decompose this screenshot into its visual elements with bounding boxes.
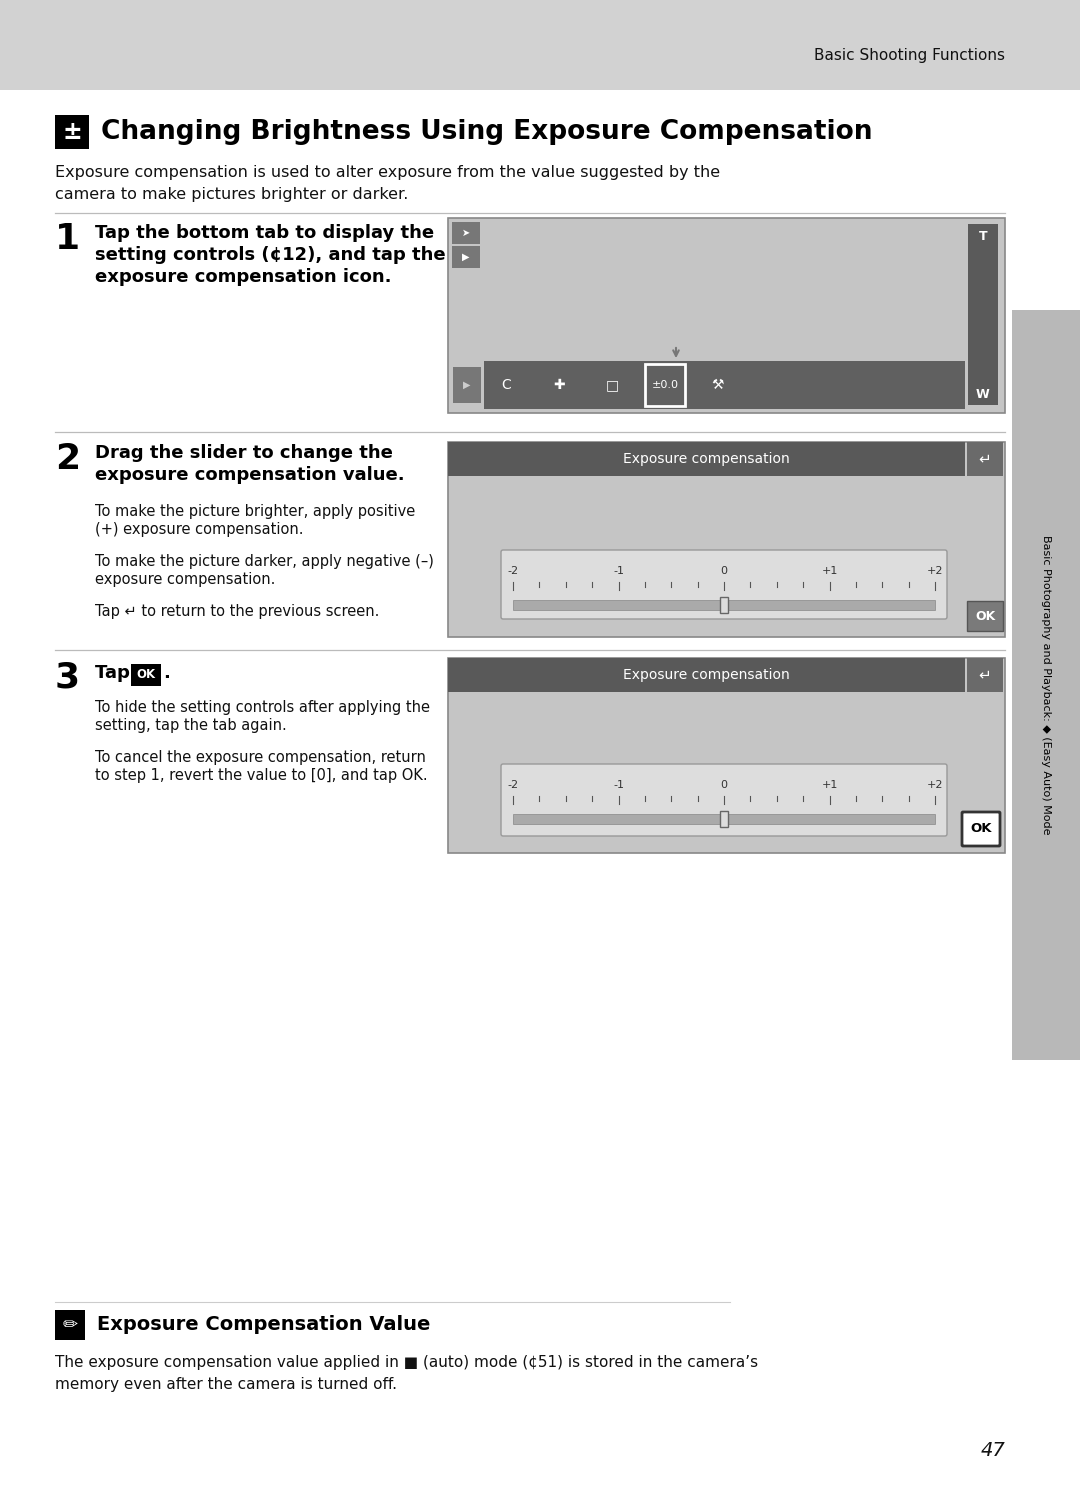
Text: To make the picture brighter, apply positive: To make the picture brighter, apply posi…	[95, 504, 415, 519]
Text: +2: +2	[927, 566, 943, 577]
Text: ➤: ➤	[462, 227, 470, 238]
Text: To hide the setting controls after applying the: To hide the setting controls after apply…	[95, 700, 430, 715]
Text: memory even after the camera is turned off.: memory even after the camera is turned o…	[55, 1378, 397, 1392]
Text: Exposure compensation: Exposure compensation	[623, 452, 789, 467]
Text: □: □	[606, 377, 619, 392]
Text: 0: 0	[720, 780, 728, 791]
Text: exposure compensation value.: exposure compensation value.	[95, 467, 405, 484]
Text: +1: +1	[821, 780, 838, 791]
Text: ±0.0: ±0.0	[651, 380, 678, 389]
Text: ▶: ▶	[462, 253, 470, 262]
Text: -1: -1	[613, 566, 624, 577]
Text: 0: 0	[720, 566, 728, 577]
Bar	[645, 364, 685, 406]
Bar	[968, 224, 998, 406]
Bar	[448, 441, 966, 476]
Bar	[448, 218, 1005, 413]
Bar	[55, 114, 89, 149]
Text: Exposure compensation: Exposure compensation	[623, 669, 789, 682]
FancyBboxPatch shape	[962, 811, 1000, 846]
Text: -2: -2	[508, 566, 518, 577]
Bar	[448, 658, 966, 692]
Text: ±: ±	[63, 120, 82, 144]
Text: OK: OK	[136, 669, 156, 682]
Text: Tap: Tap	[95, 664, 136, 682]
Bar	[1012, 311, 1080, 1060]
Text: ⚒: ⚒	[712, 377, 725, 392]
Bar	[55, 1311, 85, 1340]
Text: Drag the slider to change the: Drag the slider to change the	[95, 444, 393, 462]
Text: setting controls (¢12), and tap the: setting controls (¢12), and tap the	[95, 247, 446, 265]
Bar	[448, 658, 1005, 853]
Bar	[513, 814, 935, 825]
Text: ✏: ✏	[63, 1317, 78, 1334]
Text: ▶: ▶	[463, 380, 471, 389]
Text: -2: -2	[508, 780, 518, 791]
Bar	[453, 221, 480, 244]
Text: ↵: ↵	[978, 667, 991, 682]
Text: ↵: ↵	[978, 452, 991, 467]
Bar	[0, 0, 1080, 91]
Text: exposure compensation.: exposure compensation.	[95, 572, 275, 587]
Text: 1: 1	[55, 221, 80, 256]
Bar	[453, 367, 481, 403]
Text: The exposure compensation value applied in ■ (auto) mode (¢51) is stored in the : The exposure compensation value applied …	[55, 1355, 758, 1370]
Text: setting, tap the tab again.: setting, tap the tab again.	[95, 718, 287, 733]
Text: Basic Shooting Functions: Basic Shooting Functions	[814, 49, 1005, 64]
Text: camera to make pictures brighter or darker.: camera to make pictures brighter or dark…	[55, 187, 408, 202]
Bar	[967, 658, 1003, 692]
Text: ✚: ✚	[553, 377, 565, 392]
Text: 3: 3	[55, 660, 80, 694]
Text: OK: OK	[970, 822, 991, 835]
Text: Tap ↵ to return to the previous screen.: Tap ↵ to return to the previous screen.	[95, 603, 379, 620]
Text: To make the picture darker, apply negative (–): To make the picture darker, apply negati…	[95, 554, 434, 569]
Text: To cancel the exposure compensation, return: To cancel the exposure compensation, ret…	[95, 750, 426, 765]
Text: T: T	[978, 229, 987, 242]
Text: W: W	[976, 388, 990, 401]
Text: to step 1, revert the value to [0], and tap OK.: to step 1, revert the value to [0], and …	[95, 768, 428, 783]
FancyBboxPatch shape	[501, 550, 947, 620]
Text: exposure compensation icon.: exposure compensation icon.	[95, 267, 391, 285]
Text: Changing Brightness Using Exposure Compensation: Changing Brightness Using Exposure Compe…	[102, 119, 873, 146]
Text: Exposure compensation is used to alter exposure from the value suggested by the: Exposure compensation is used to alter e…	[55, 165, 720, 180]
Bar	[967, 441, 1003, 476]
Text: C: C	[501, 377, 511, 392]
Bar	[967, 600, 1003, 632]
Bar	[484, 361, 966, 409]
Text: OK: OK	[975, 609, 995, 623]
Bar	[513, 600, 935, 609]
Text: Basic Photography and Playback: ◆ (Easy Auto) Mode: Basic Photography and Playback: ◆ (Easy …	[1041, 535, 1051, 835]
Bar	[720, 811, 728, 828]
Text: 47: 47	[981, 1441, 1005, 1461]
Text: +1: +1	[821, 566, 838, 577]
Bar	[448, 441, 1005, 637]
Bar	[131, 664, 161, 687]
Text: Exposure Compensation Value: Exposure Compensation Value	[97, 1315, 430, 1334]
Text: Tap the bottom tab to display the: Tap the bottom tab to display the	[95, 224, 434, 242]
Text: (+) exposure compensation.: (+) exposure compensation.	[95, 522, 303, 536]
Text: 2: 2	[55, 441, 80, 476]
Text: .: .	[163, 664, 170, 682]
Bar	[720, 597, 728, 614]
FancyBboxPatch shape	[501, 764, 947, 837]
Text: -1: -1	[613, 780, 624, 791]
Text: +2: +2	[927, 780, 943, 791]
Bar	[453, 247, 480, 267]
